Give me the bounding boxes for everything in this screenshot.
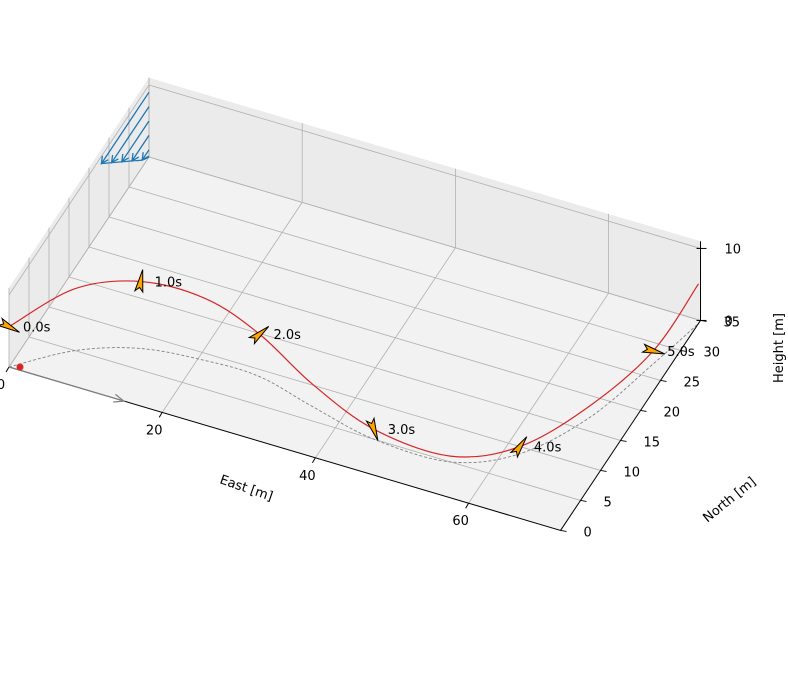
glider-shape bbox=[247, 325, 270, 346]
glider-shape bbox=[365, 416, 379, 441]
glider-marker bbox=[133, 269, 144, 294]
east-tick bbox=[5, 366, 10, 373]
glider-marker bbox=[509, 436, 528, 459]
z-axis-label: Height [m] bbox=[772, 313, 787, 383]
wind-vector bbox=[121, 120, 150, 163]
time-label: 5.0s bbox=[667, 345, 695, 360]
time-label: 4.0s bbox=[534, 441, 562, 456]
east-tick bbox=[465, 502, 470, 509]
grid-line-east-floor bbox=[468, 292, 609, 504]
grid-line-height-left bbox=[8, 84, 150, 296]
glider-marker bbox=[0, 317, 20, 333]
back-wall-pane bbox=[149, 77, 701, 321]
north-tick bbox=[660, 379, 667, 382]
glider-shape bbox=[133, 269, 144, 294]
north-tick-label: 35 bbox=[724, 315, 741, 330]
wind-vector bbox=[111, 106, 150, 164]
north-tick bbox=[580, 499, 587, 502]
ground-track-line bbox=[8, 323, 699, 464]
grid-line-north-floor bbox=[68, 276, 621, 441]
floor-pane bbox=[9, 157, 701, 531]
wind-vector bbox=[100, 91, 150, 164]
time-label: 2.0s bbox=[273, 328, 301, 343]
east-tick-label: 0 bbox=[0, 378, 5, 393]
wind-vector bbox=[141, 149, 150, 161]
grid-line-north-floor bbox=[28, 336, 581, 501]
north-tick bbox=[560, 529, 567, 532]
ground-track bbox=[8, 323, 699, 464]
grid-line-east-floor bbox=[161, 202, 303, 413]
glider-marker bbox=[365, 416, 379, 441]
east-tick bbox=[311, 457, 316, 464]
glider-shape bbox=[509, 436, 528, 459]
north-tick-label: 20 bbox=[664, 405, 681, 420]
height-axis-ticks: 0 10 bbox=[696, 242, 742, 329]
launch-point bbox=[16, 363, 24, 371]
glider-marker bbox=[640, 343, 666, 355]
time-label: 1.0s bbox=[155, 276, 183, 291]
grid-line-height-left bbox=[8, 156, 150, 368]
left-wall-pane bbox=[9, 77, 149, 368]
grid-line-north-floor bbox=[128, 186, 681, 351]
grid-line-north-floor bbox=[88, 246, 641, 411]
east-axis-ticks: 0 20 40 60 bbox=[0, 366, 470, 529]
glider-shape bbox=[640, 343, 666, 355]
glider-shape bbox=[0, 317, 20, 333]
wind-profile bbox=[100, 91, 150, 165]
wind-profile-curve bbox=[101, 156, 150, 165]
grid-line-north-floor bbox=[108, 216, 661, 381]
north-tick bbox=[620, 439, 627, 442]
north-axis-line bbox=[560, 320, 701, 531]
east-tick-label: 40 bbox=[299, 469, 316, 484]
time-label: 3.0s bbox=[388, 423, 416, 438]
grid-line-north-floor bbox=[48, 306, 601, 471]
y-axis-label: North [m] bbox=[700, 475, 759, 527]
height-tick-label: 0 bbox=[725, 314, 733, 329]
grid-line-height-back bbox=[148, 156, 701, 321]
x-axis-label: East [m] bbox=[218, 473, 275, 505]
north-tick bbox=[680, 349, 687, 352]
north-tick bbox=[640, 409, 647, 412]
north-tick-label: 5 bbox=[604, 495, 612, 510]
north-tick bbox=[600, 469, 607, 472]
wind-vector bbox=[131, 135, 150, 162]
east-tick bbox=[158, 412, 163, 418]
height-tick-label: 10 bbox=[725, 242, 742, 257]
east-tick-label: 60 bbox=[452, 514, 469, 529]
glider-markers bbox=[0, 269, 666, 459]
north-tick-label: 15 bbox=[644, 435, 661, 450]
grid-line-height-back bbox=[148, 84, 701, 249]
time-label: 0.0s bbox=[23, 321, 51, 336]
north-tick-label: 10 bbox=[624, 465, 641, 480]
east-tick-label: 20 bbox=[146, 423, 163, 438]
time-labels: 0.0s 1.0s 2.0s 3.0s 4.0s 5.0s bbox=[23, 276, 695, 456]
north-tick-label: 25 bbox=[684, 375, 701, 390]
wind-direction-arrow bbox=[8, 366, 125, 402]
glider-marker bbox=[247, 325, 270, 346]
axis-panes bbox=[9, 77, 701, 531]
wind-direction-arrow-head bbox=[113, 393, 126, 403]
north-tick-label: 0 bbox=[584, 525, 592, 540]
grid-line-east-floor bbox=[315, 247, 456, 459]
north-tick-label: 30 bbox=[704, 345, 721, 360]
